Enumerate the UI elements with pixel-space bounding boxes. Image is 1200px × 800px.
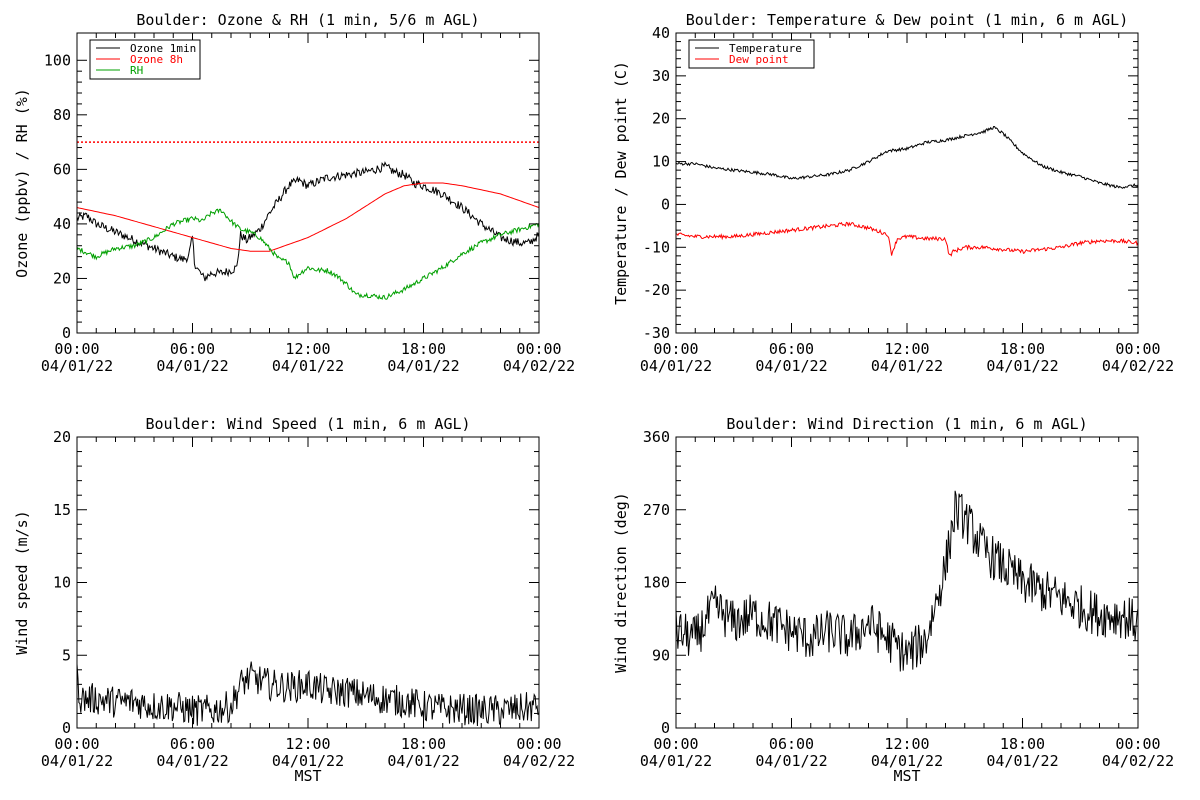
x-tick-label-time: 12:00 <box>285 340 330 358</box>
y-tick-label: 0 <box>661 195 670 213</box>
y-tick-label: 0 <box>62 324 71 342</box>
y-tick-label: 10 <box>53 574 71 592</box>
x-tick-label-time: 18:00 <box>1000 340 1045 358</box>
plot-frame <box>675 32 1139 334</box>
y-tick-label: 90 <box>652 646 670 664</box>
x-tick-label-date: 04/01/22 <box>272 357 344 375</box>
legend-label: Dew point <box>729 53 789 66</box>
x-tick-label-time: 00:00 <box>54 735 99 753</box>
x-tick-label-date: 04/01/22 <box>156 357 228 375</box>
legend-label: Ozone 1min <box>130 42 196 55</box>
y-tick-label: 10 <box>652 153 670 171</box>
x-axis-title: MST <box>294 767 321 785</box>
chart-temp_dew: Boulder: Temperature & Dew point (1 min,… <box>612 11 1174 375</box>
x-tick-label-date: 04/01/22 <box>755 357 827 375</box>
x-tick-label-date: 04/02/22 <box>1102 357 1174 375</box>
y-tick-label: 40 <box>652 24 670 42</box>
chart-ozone_rh: Boulder: Ozone & RH (1 min, 5/6 m AGL) 0 2… <box>13 11 575 375</box>
y-axis-title: Wind direction (deg) <box>612 492 630 673</box>
y-tick-label: 60 <box>53 160 71 178</box>
x-tick-label-date: 04/01/22 <box>986 752 1058 770</box>
series-line-data <box>76 661 540 727</box>
y-tick-label: 20 <box>652 110 670 128</box>
y-tick-label: 0 <box>661 719 670 737</box>
legend-box <box>688 39 815 69</box>
series-line-dew-point <box>675 221 1139 257</box>
y-tick-label: 100 <box>44 51 71 69</box>
legend-label: Temperature <box>729 42 802 55</box>
x-tick-label-date: 04/01/22 <box>871 752 943 770</box>
x-tick-label-date: 04/01/22 <box>640 357 712 375</box>
y-tick-label: 15 <box>53 501 71 519</box>
y-tick-label: 180 <box>643 574 670 592</box>
x-tick-label-date: 04/02/22 <box>503 357 575 375</box>
x-tick-label-date: 04/01/22 <box>986 357 1058 375</box>
x-tick-label-time: 00:00 <box>516 735 561 753</box>
x-tick-label-date: 04/02/22 <box>1102 752 1174 770</box>
series-line-rh <box>76 208 540 300</box>
x-tick-label-date: 04/01/22 <box>41 357 113 375</box>
y-tick-label: 40 <box>53 215 71 233</box>
y-tick-label: -30 <box>643 324 670 342</box>
legend-label: Ozone 8h <box>130 53 183 66</box>
x-tick-label-time: 12:00 <box>884 340 929 358</box>
x-tick-label-time: 06:00 <box>769 735 814 753</box>
x-tick-label-date: 04/01/22 <box>41 752 113 770</box>
x-tick-label-date: 04/01/22 <box>871 357 943 375</box>
x-tick-label-time: 00:00 <box>653 340 698 358</box>
chart-title: Boulder: Wind Speed (1 min, 6 m AGL) <box>145 415 470 433</box>
x-tick-label-date: 04/02/22 <box>503 752 575 770</box>
series-line-ozone-8h <box>76 182 540 252</box>
x-tick-label-date: 04/01/22 <box>755 752 827 770</box>
y-axis-title: Temperature / Dew point (C) <box>612 61 630 305</box>
y-tick-label: 20 <box>53 428 71 446</box>
y-tick-label: 30 <box>652 67 670 85</box>
x-tick-label-time: 18:00 <box>1000 735 1045 753</box>
x-tick-label-time: 00:00 <box>54 340 99 358</box>
x-tick-label-time: 06:00 <box>170 340 215 358</box>
x-tick-label-date: 04/01/22 <box>272 752 344 770</box>
chart-title: Boulder: Temperature & Dew point (1 min,… <box>686 11 1129 29</box>
x-tick-label-time: 00:00 <box>516 340 561 358</box>
chart-title: Boulder: Ozone & RH (1 min, 5/6 m AGL) <box>136 11 479 29</box>
x-tick-label-date: 04/01/22 <box>387 752 459 770</box>
y-tick-label: 0 <box>62 719 71 737</box>
x-tick-label-time: 06:00 <box>170 735 215 753</box>
x-tick-label-time: 18:00 <box>401 735 446 753</box>
x-axis-title: MST <box>893 767 920 785</box>
y-axis-title: Ozone (ppbv) / RH (%) <box>13 88 31 278</box>
x-tick-label-date: 04/01/22 <box>387 357 459 375</box>
legend-label: RH <box>130 64 143 77</box>
y-tick-label: 80 <box>53 106 71 124</box>
y-tick-label: 5 <box>62 646 71 664</box>
y-tick-label: 20 <box>53 269 71 287</box>
x-tick-label-time: 00:00 <box>653 735 698 753</box>
chart-title: Boulder: Wind Direction (1 min, 6 m AGL) <box>726 415 1087 433</box>
series-line-data <box>675 490 1139 672</box>
x-tick-label-time: 06:00 <box>769 340 814 358</box>
series-line-ozone-1min <box>76 161 540 282</box>
x-tick-label-date: 04/01/22 <box>640 752 712 770</box>
x-tick-label-time: 18:00 <box>401 340 446 358</box>
y-axis-title: Wind speed (m/s) <box>13 510 31 655</box>
chart-wind_speed: Boulder: Wind Speed (1 min, 6 m AGL) 0 5 10… <box>13 415 575 785</box>
y-tick-label: -20 <box>643 281 670 299</box>
x-tick-label-date: 04/01/22 <box>156 752 228 770</box>
x-tick-label-time: 12:00 <box>285 735 330 753</box>
plot-frame <box>675 436 1139 729</box>
series-line-temperature <box>675 125 1139 189</box>
chart-wind_dir: Boulder: Wind Direction (1 min, 6 m AGL)… <box>612 415 1174 785</box>
y-tick-label: -10 <box>643 238 670 256</box>
x-tick-label-time: 12:00 <box>884 735 929 753</box>
x-tick-label-time: 00:00 <box>1115 340 1160 358</box>
y-tick-label: 270 <box>643 501 670 519</box>
x-tick-label-time: 00:00 <box>1115 735 1160 753</box>
y-tick-label: 360 <box>643 428 670 446</box>
